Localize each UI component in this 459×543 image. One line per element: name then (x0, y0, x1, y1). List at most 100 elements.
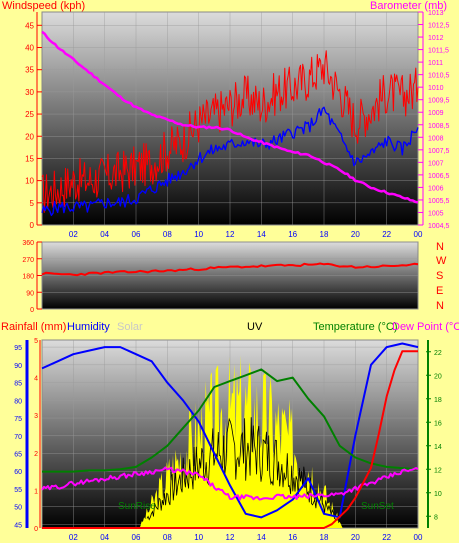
humidity-line (41, 342, 419, 519)
dewpoint-axis-title: Dew Point (°C (392, 321, 459, 333)
temperature-x-tick-label: 22 (382, 533, 391, 542)
humidity-y-tick-label: 45 (14, 522, 22, 529)
temperature-x-tick-label: 20 (351, 533, 360, 542)
barometer-y-tick-label: 1009 (428, 110, 444, 117)
barometer-line (41, 30, 419, 204)
temperature-x-tick-label: 18 (320, 533, 329, 542)
direction-letter-n-bottom: N (436, 300, 444, 312)
wind-x-tick-label: 20 (351, 230, 360, 239)
wind-direction-line (41, 262, 419, 277)
sunset-label: SunSet (361, 501, 394, 512)
rainfall-y-tick-label: 2 (34, 451, 38, 458)
rainfall-axis-title: Rainfall (mm) (1, 321, 67, 333)
direction-letter-n-top: N (436, 241, 444, 253)
rainfall-y-tick-label: 1 (34, 488, 38, 495)
barometer-y-tick-label: 1011,5 (428, 48, 449, 55)
wind-x-tick-label: 22 (382, 230, 391, 239)
barometer-y-tick-label: 1005,5 (428, 198, 450, 205)
wind-x-tick-label: 12 (226, 230, 235, 239)
temperature-y-tick-label: 12 (434, 467, 442, 474)
wind-x-tick-label: 14 (257, 230, 266, 239)
barometer-y-tick-label: 1009,5 (428, 98, 450, 105)
temperature-y-tick-label: 10 (434, 491, 442, 498)
wind-x-tick-label: 00 (414, 230, 423, 239)
uv-legend-label: UV (247, 321, 263, 333)
barometer-y-tick-label: 1010 (428, 85, 444, 92)
dewpoint-line (41, 466, 419, 501)
wind-x-tick-label: 08 (163, 230, 172, 239)
barometer-y-tick-label: 1005 (428, 210, 444, 217)
barometer-y-tick-label: 1013 (428, 10, 444, 17)
rainfall-y-tick-label: 0 (34, 526, 38, 533)
wind-x-tick-label: 04 (100, 230, 109, 239)
temperature-y-tick-label: 8 (434, 514, 438, 521)
direction-letter-s: S (436, 270, 444, 282)
wind-y-tick-label: 0 (30, 221, 35, 230)
barometer-y-tick-label: 1012 (428, 35, 444, 42)
barometer-y-tick-label: 1010,5 (428, 73, 450, 80)
temperature-x-tick-label: 04 (100, 533, 109, 542)
temperature-x-tick-label: 02 (69, 533, 78, 542)
direction-letter-w: W (436, 255, 447, 267)
humidity-y-tick-label: 85 (14, 381, 22, 388)
direction-y-tick-label: 0 (30, 307, 34, 314)
wind-y-tick-label: 40 (25, 44, 34, 53)
humidity-y-tick-label: 55 (14, 487, 22, 494)
wind-x-tick-label: 02 (69, 230, 78, 239)
barometer-y-tick-label: 1012,5 (428, 23, 450, 30)
sunrise-label: SunRise (118, 501, 156, 512)
temperature-y-tick-label: 18 (434, 397, 442, 404)
temperature-y-tick-label: 20 (434, 373, 442, 380)
rainfall-y-tick-label: 5 (34, 338, 38, 345)
wind-x-tick-label: 18 (320, 230, 329, 239)
barometer-y-tick-label: 1006,5 (428, 173, 450, 180)
temperature-y-tick-label: 16 (434, 420, 442, 427)
temperature-line (42, 368, 419, 473)
barometer-y-tick-label: 1011 (428, 60, 443, 67)
wind-y-tick-label: 30 (25, 88, 34, 97)
humidity-y-tick-label: 75 (14, 416, 22, 423)
humidity-y-tick-label: 65 (14, 452, 22, 459)
wind-y-tick-label: 15 (25, 154, 34, 163)
direction-y-tick-label: 360 (22, 240, 34, 247)
humidity-axis-title: Humidity (67, 321, 110, 333)
humidity-y-tick-label: 50 (14, 505, 22, 512)
temperature-y-tick-label: 14 (434, 444, 442, 451)
rainfall-y-tick-label: 4 (34, 376, 38, 383)
wind-x-tick-label: 10 (194, 230, 203, 239)
temperature-x-tick-label: 12 (226, 533, 235, 542)
wind-gust-line (41, 50, 419, 213)
temperature-x-tick-label: 14 (257, 533, 266, 542)
wind-y-tick-label: 45 (25, 21, 34, 30)
wind-average-line (41, 106, 419, 217)
barometer-y-tick-label: 1008 (428, 135, 444, 142)
barometer-y-tick-label: 1007,5 (428, 148, 450, 155)
solar-legend-label: Solar (117, 321, 143, 333)
barometer-axis-title: Barometer (mb) (370, 0, 448, 12)
humidity-y-tick-label: 80 (14, 398, 22, 405)
wind-y-tick-label: 20 (25, 132, 34, 141)
temperature-x-tick-label: 06 (132, 533, 141, 542)
wind-y-tick-label: 10 (25, 177, 34, 186)
direction-letter-e: E (436, 285, 444, 297)
temperature-x-tick-label: 16 (288, 533, 297, 542)
humidity-y-tick-label: 90 (14, 363, 22, 370)
temperature-x-tick-label: 08 (163, 533, 172, 542)
humidity-y-tick-label: 70 (14, 434, 22, 441)
temperature-axis-title: Temperature (°C) (313, 321, 398, 333)
barometer-y-tick-label: 1006 (428, 185, 444, 192)
humidity-y-tick-label: 60 (14, 469, 22, 476)
temperature-y-tick-label: 22 (434, 350, 442, 357)
humidity-y-tick-label: 95 (14, 345, 22, 352)
barometer-y-tick-label: 1007 (428, 160, 444, 167)
wind-y-tick-label: 25 (25, 110, 34, 119)
barometer-y-tick-label: 1004,5 (428, 223, 450, 230)
direction-y-tick-label: 180 (22, 274, 34, 281)
temperature-x-tick-label: 00 (414, 533, 423, 542)
wind-y-tick-label: 35 (25, 66, 34, 75)
rainfall-line (42, 350, 418, 529)
barometer-y-tick-label: 1008,5 (428, 123, 450, 130)
rainfall-y-tick-label: 3 (34, 413, 38, 420)
wind-y-tick-label: 5 (30, 199, 35, 208)
